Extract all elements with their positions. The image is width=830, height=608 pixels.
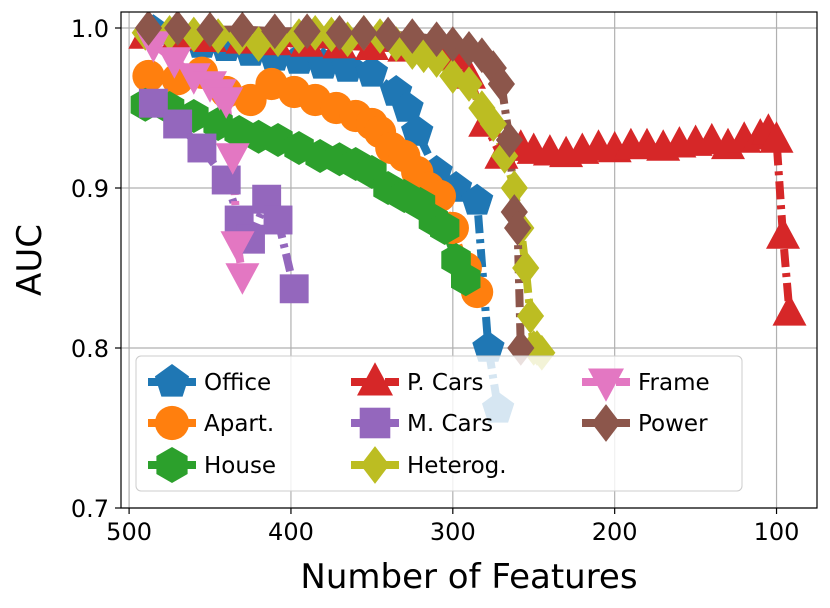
data-point-heterog	[455, 66, 483, 102]
legend-item-heterog: Heterog.	[351, 446, 507, 484]
legend-marker-p-cars	[357, 362, 393, 396]
legend-marker-office	[154, 364, 190, 397]
data-point-frame	[225, 263, 260, 295]
legend-label: Frame	[638, 370, 710, 396]
data-point-power	[164, 12, 192, 46]
data-point-power	[398, 18, 426, 54]
data-point-power	[423, 21, 451, 58]
x-tick-label: 500	[106, 518, 152, 546]
data-point-m-cars	[187, 133, 217, 163]
data-point-power	[134, 12, 163, 46]
y-tick-label: 0.9	[71, 175, 109, 203]
legend-item-house: House	[148, 447, 276, 483]
legend-item-m-cars: M. Cars	[351, 407, 493, 439]
y-tick-label: 0.7	[71, 495, 109, 523]
legend-label: Power	[638, 411, 708, 437]
data-point-power	[479, 50, 507, 86]
x-tick-label: 200	[592, 518, 638, 546]
legend-label: House	[204, 453, 276, 479]
legend-label: Office	[204, 370, 271, 396]
data-point-power	[495, 122, 524, 158]
data-point-m-cars	[163, 109, 193, 139]
data-point-p-cars	[759, 121, 794, 153]
data-point-heterog	[491, 138, 519, 174]
data-point-power	[293, 13, 321, 50]
plot-frame	[120, 11, 818, 509]
legend-item-power: Power	[582, 404, 708, 442]
legend-box	[135, 355, 743, 492]
data-point-power	[261, 13, 289, 50]
data-point-heterog	[516, 298, 545, 334]
data-point-office	[355, 55, 389, 87]
data-point-m-cars	[211, 165, 241, 195]
x-tick-label: 300	[430, 518, 476, 546]
legend-item-office: Office	[148, 364, 271, 397]
data-point-frame	[215, 143, 250, 175]
legend-label: M. Cars	[407, 411, 493, 437]
data-point-power	[468, 37, 496, 74]
data-point-power	[504, 210, 532, 246]
data-point-heterog	[423, 42, 451, 78]
data-point-m-cars	[279, 274, 309, 304]
legend-marker-apart	[154, 405, 190, 441]
series-markers	[128, 12, 807, 423]
data-point-office	[391, 91, 424, 122]
x-axis-title: Number of Features	[300, 557, 637, 597]
data-point-power	[487, 66, 515, 102]
data-point-power	[455, 31, 483, 67]
data-point-frame	[220, 231, 255, 263]
data-point-p-cars	[772, 294, 807, 326]
legend-item-apart: Apart.	[148, 405, 274, 441]
data-point-power	[325, 15, 354, 51]
y-tick-label: 1.0	[71, 15, 109, 43]
data-point-frame	[176, 63, 211, 95]
legend-marker-m-cars	[359, 407, 391, 439]
y-axis-title: AUC	[10, 224, 50, 296]
data-point-frame	[157, 47, 192, 79]
legend-label: Apart.	[204, 411, 274, 437]
x-tick-label: 100	[754, 518, 800, 546]
x-tick-label: 400	[268, 518, 314, 546]
data-point-power	[439, 26, 467, 62]
data-point-office	[401, 115, 434, 146]
data-point-m-cars	[263, 205, 293, 235]
data-point-office	[472, 331, 505, 362]
data-point-house	[451, 262, 481, 297]
legend-marker-heterog	[360, 446, 390, 484]
data-point-power	[196, 12, 224, 48]
data-point-frame	[209, 87, 244, 119]
legend-marker-power	[591, 404, 621, 442]
legend-label: Heterog.	[407, 453, 507, 479]
legend-item-frame: Frame	[582, 368, 710, 402]
data-point-heterog	[500, 170, 528, 206]
data-point-heterog	[468, 90, 496, 126]
data-point-power	[374, 16, 402, 53]
data-point-heterog	[479, 106, 507, 142]
data-point-power	[350, 15, 378, 51]
legend-marker-house	[156, 447, 188, 483]
data-point-apart	[132, 59, 165, 93]
legend: Office Apart. House P. Cars M. Cars Heterog. F…	[135, 355, 743, 492]
data-point-heterog	[512, 250, 540, 286]
series-points-m-cars	[138, 88, 309, 304]
data-point-heterog	[439, 58, 467, 94]
data-point-house	[430, 211, 460, 245]
data-point-m-cars	[138, 88, 168, 118]
legend-marker-frame	[588, 368, 624, 402]
legend-item-p-cars: P. Cars	[351, 362, 484, 396]
data-point-office	[460, 183, 494, 215]
axis-ticks: 500 400 300 200 100 0.7 0.8 0.9 1.0	[71, 15, 800, 546]
data-point-power	[228, 12, 256, 48]
y-tick-label: 0.8	[71, 335, 109, 363]
data-point-p-cars	[766, 217, 800, 249]
legend-label: P. Cars	[407, 370, 484, 396]
